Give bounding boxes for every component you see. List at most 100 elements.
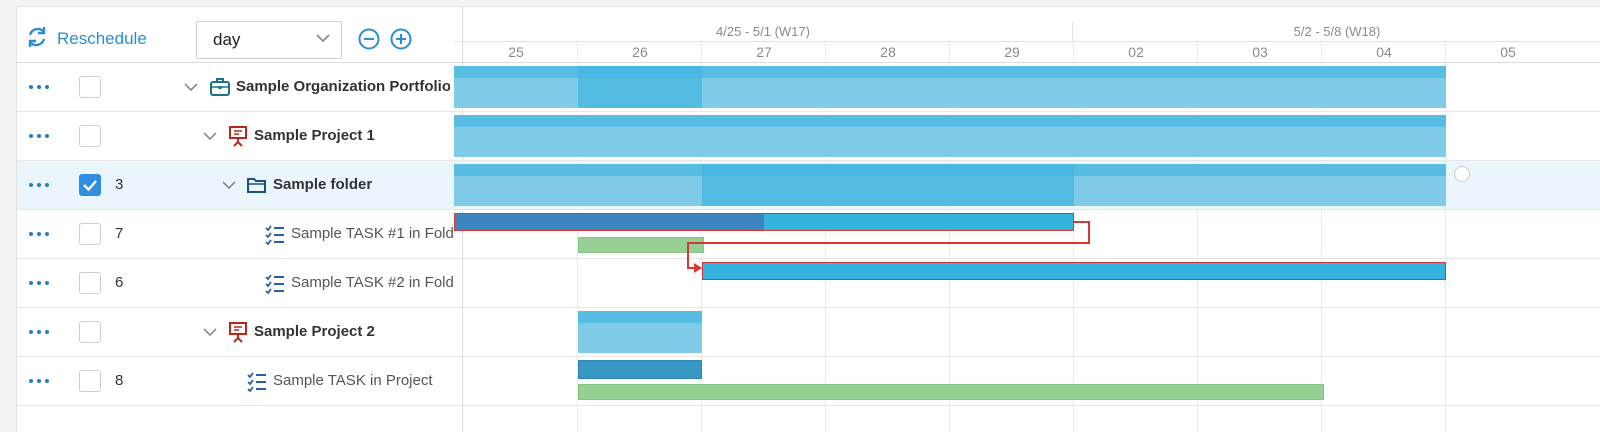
folder-icon xyxy=(246,174,268,196)
day-label: 04 xyxy=(1376,44,1392,60)
more-dots-icon[interactable] xyxy=(29,276,49,290)
more-dots-icon[interactable] xyxy=(29,374,49,388)
dependency-arrow xyxy=(694,263,702,273)
row-gridline xyxy=(454,356,1600,357)
task-progress xyxy=(455,214,764,230)
task-list-icon xyxy=(264,223,286,246)
day-label: 03 xyxy=(1252,44,1268,60)
more-dots-icon[interactable] xyxy=(29,178,49,192)
chevron-down-icon[interactable] xyxy=(202,128,218,144)
more-dots-icon[interactable] xyxy=(29,325,49,339)
table-row[interactable]: 7 Sample TASK #1 in Fold xyxy=(17,210,463,259)
day-label: 02 xyxy=(1128,44,1144,60)
reschedule-button[interactable]: Reschedule xyxy=(25,25,147,53)
row-gridline xyxy=(454,111,1600,112)
day-label: 28 xyxy=(880,44,896,60)
day-label: 29 xyxy=(1004,44,1020,60)
row-gridline xyxy=(454,258,1600,259)
row-checkbox[interactable] xyxy=(79,125,101,147)
week-header: 4/25 - 5/1 (W17) 5/2 - 5/8 (W18) xyxy=(454,21,1600,42)
refresh-icon xyxy=(25,25,49,54)
summary-bar[interactable] xyxy=(578,311,702,353)
chevron-down-icon[interactable] xyxy=(202,324,218,340)
summary-highlight-bar[interactable] xyxy=(702,164,1074,206)
row-checkbox[interactable] xyxy=(79,174,101,196)
row-checkbox[interactable] xyxy=(79,370,101,392)
day-gridline xyxy=(825,42,826,432)
row-name[interactable]: Sample Project 2 xyxy=(254,323,375,340)
task-grid: Reschedule day xyxy=(17,7,463,432)
day-gridline xyxy=(1073,42,1074,432)
row-name[interactable]: Sample TASK in Project xyxy=(273,372,433,389)
row-checkbox[interactable] xyxy=(79,272,101,294)
day-label: 25 xyxy=(508,44,524,60)
task-bar[interactable] xyxy=(454,213,1074,231)
row-number: 7 xyxy=(115,225,124,242)
row-checkbox[interactable] xyxy=(79,223,101,245)
row-name[interactable]: Sample Project 1 xyxy=(254,127,375,144)
check-icon xyxy=(83,180,97,192)
summary-highlight-bar[interactable] xyxy=(578,66,702,108)
row-checkbox[interactable] xyxy=(79,76,101,98)
day-label: 05 xyxy=(1500,44,1516,60)
day-gridline xyxy=(1321,42,1322,432)
day-gridline xyxy=(1197,42,1198,432)
row-gridline xyxy=(454,405,1600,406)
chevron-down-icon[interactable] xyxy=(183,79,199,95)
row-name[interactable]: Sample folder xyxy=(273,176,373,193)
more-dots-icon[interactable] xyxy=(29,129,49,143)
row-gridline xyxy=(454,160,1600,161)
more-dots-icon[interactable] xyxy=(29,227,49,241)
row-name[interactable]: Sample TASK #2 in Fold xyxy=(291,274,453,291)
zoom-out-icon xyxy=(358,28,380,54)
zoom-in-icon xyxy=(390,28,412,54)
task-list-icon xyxy=(264,272,286,295)
row-name[interactable]: Sample TASK #1 in Fold xyxy=(291,225,453,242)
gantt-timeline: 4/25 - 5/1 (W17) 5/2 - 5/8 (W18) 25 26 27 2… xyxy=(454,7,1600,432)
table-row[interactable]: Sample Project 1 xyxy=(17,112,463,161)
table-row[interactable]: 8 Sample TASK in Project xyxy=(17,357,463,406)
row-name[interactable]: Sample Organization Portfolio xyxy=(236,78,450,95)
table-row[interactable]: Sample Organization Portfolio xyxy=(17,63,463,112)
table-row[interactable]: 3 Sample folder xyxy=(17,161,463,210)
summary-bar[interactable] xyxy=(454,115,1446,157)
milestone-handle[interactable] xyxy=(1454,166,1470,182)
time-scale-select[interactable]: day xyxy=(196,21,342,59)
baseline-bar xyxy=(578,237,704,253)
day-gridline xyxy=(949,42,950,432)
dependency-link xyxy=(687,221,1090,269)
day-label: 27 xyxy=(756,44,772,60)
task-bar[interactable] xyxy=(578,360,702,379)
dependency-links xyxy=(687,221,1090,273)
row-number: 6 xyxy=(115,274,124,291)
task-rows: Sample Organization Portfolio Sample Pro… xyxy=(17,63,463,406)
row-number: 8 xyxy=(115,372,124,389)
presentation-board-icon xyxy=(227,321,249,343)
zoom-in-button[interactable] xyxy=(390,28,412,50)
task-list-icon xyxy=(246,370,268,393)
gantt-app: Reschedule day xyxy=(16,6,1600,432)
day-gridline xyxy=(1445,42,1446,432)
baseline-bar xyxy=(578,384,1324,400)
day-header: 25 26 27 28 29 02 03 04 05 xyxy=(454,42,1600,63)
reschedule-label: Reschedule xyxy=(57,29,147,48)
more-dots-icon[interactable] xyxy=(29,80,49,94)
time-scale-value: day xyxy=(213,30,241,49)
toolbar: Reschedule day xyxy=(17,7,463,63)
row-gridline xyxy=(454,209,1600,210)
table-row[interactable]: Sample Project 2 xyxy=(17,308,463,357)
week-label: 4/25 - 5/1 (W17) xyxy=(454,21,1073,42)
presentation-board-icon xyxy=(227,125,249,147)
row-checkbox[interactable] xyxy=(79,321,101,343)
day-gridline xyxy=(577,42,578,432)
table-row[interactable]: 6 Sample TASK #2 in Fold xyxy=(17,259,463,308)
briefcase-icon xyxy=(209,76,231,98)
chevron-down-icon xyxy=(315,30,331,51)
chevron-down-icon[interactable] xyxy=(221,177,237,193)
task-bar[interactable] xyxy=(702,262,1446,280)
row-gridline xyxy=(454,307,1600,308)
day-label: 26 xyxy=(632,44,648,60)
week-label: 5/2 - 5/8 (W18) xyxy=(1293,24,1381,39)
zoom-out-button[interactable] xyxy=(358,28,380,50)
row-number: 3 xyxy=(115,176,124,193)
